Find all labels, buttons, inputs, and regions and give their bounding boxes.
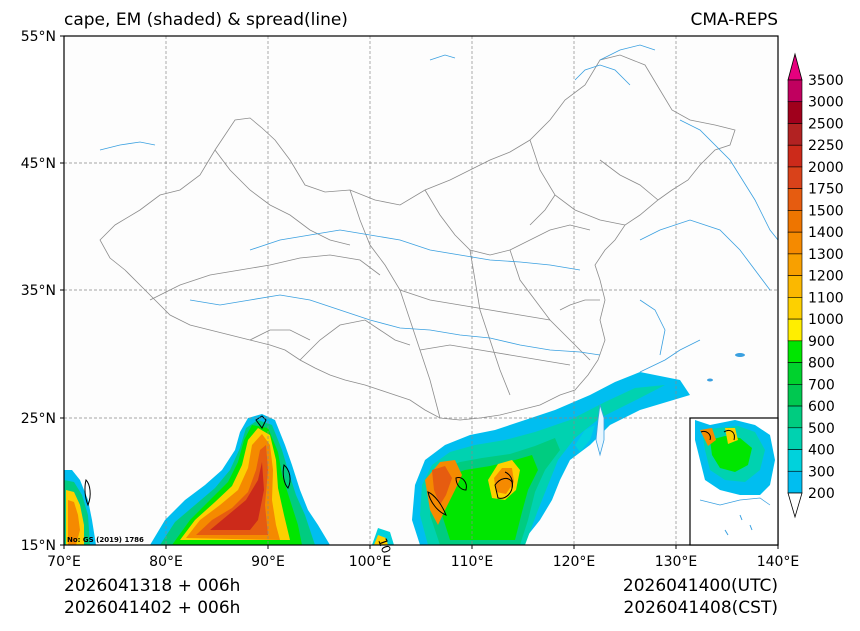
colorbar: 3500 3000 2500 2250 2000 1750 1500 1400 1300 1200… (787, 52, 844, 519)
colorbar-tick-label: 1000 (808, 312, 844, 328)
colorbar-segment (787, 384, 803, 407)
colorbar-tick-label: 2000 (808, 160, 844, 176)
init-time-cst: 2026041402 + 006h (64, 598, 241, 618)
lon-tick-label: 90°E (251, 554, 285, 570)
colorbar-tick-label: 800 (808, 356, 835, 372)
colorbar-segment (787, 188, 803, 211)
colorbar-tick-label: 1750 (808, 182, 844, 198)
colorbar-tick-label: 2250 (808, 138, 844, 154)
colorbar-segment (787, 449, 803, 472)
colorbar-segment (787, 470, 803, 494)
south-china-sea-inset (689, 417, 779, 546)
lat-tick-label: 25°N (21, 411, 56, 427)
colorbar-segment (787, 101, 803, 124)
colorbar-tick-label: 3000 (808, 95, 844, 111)
colorbar-tick-label: 3500 (808, 73, 844, 89)
lon-tick-label: 120°E (553, 554, 596, 570)
colorbar-tick-label: 2500 (808, 116, 844, 132)
colorbar-segment (787, 79, 803, 103)
cape-shade-arabian-sea (64, 470, 96, 545)
colorbar-tick-label: 1400 (808, 225, 844, 241)
colorbar-segment (787, 123, 803, 146)
lon-tick-label: 110°E (451, 554, 494, 570)
cape-shade-bay-of-bengal (150, 414, 330, 545)
lon-tick-label: 130°E (655, 554, 698, 570)
contour-label: 10 (375, 536, 393, 555)
colorbar-tick-label: 1500 (808, 203, 844, 219)
chart-title: cape, EM (shaded) & spread(line) (64, 10, 348, 30)
colorbar-tick-label: 500 (808, 421, 835, 437)
island-mark (707, 378, 713, 382)
colorbar-segment (787, 275, 803, 298)
lon-tick-label: 140°E (757, 554, 800, 570)
colorbar-tick-label: 1300 (808, 247, 844, 263)
colorbar-tick-label: 600 (808, 399, 835, 415)
lat-tick-label: 15°N (21, 538, 56, 554)
colorbar-tick-label: 1200 (808, 269, 844, 285)
lat-tick-label: 45°N (21, 156, 56, 172)
lon-tick-label: 70°E (47, 554, 81, 570)
map-background (64, 36, 778, 545)
valid-time-utc: 2026041400(UTC) (622, 576, 778, 596)
lat-tick-label: 35°N (21, 283, 56, 299)
model-name: CMA-REPS (690, 10, 778, 30)
colorbar-tick-label: 700 (808, 377, 835, 393)
island-mark (735, 353, 745, 357)
colorbar-tick-label: 1100 (808, 290, 844, 306)
colorbar-segment (787, 340, 803, 363)
colorbar-tick-label: 900 (808, 334, 835, 350)
lon-tick-label: 80°E (149, 554, 183, 570)
colorbar-segment (787, 318, 803, 342)
colorbar-segment (787, 253, 803, 276)
colorbar-segment (787, 362, 803, 385)
colorbar-segment (787, 231, 803, 255)
colorbar-bottom-arrow (787, 492, 803, 519)
lon-ticks: 70°E 80°E 90°E 100°E 110°E 120°E 130°E 1… (47, 545, 799, 570)
valid-time-cst: 2026041408(CST) (623, 598, 778, 618)
colorbar-tick-label: 200 (808, 486, 835, 502)
colorbar-segment (787, 427, 803, 450)
colorbar-segment (787, 297, 803, 320)
colorbar-segment (787, 166, 803, 189)
colorbar-segment (787, 144, 803, 168)
colorbar-segment (787, 405, 803, 429)
colorbar-segment (787, 210, 803, 233)
graticule (64, 36, 778, 545)
lat-ticks: 55°N 45°N 35°N 25°N 15°N (21, 29, 64, 554)
init-time-utc: 2026041318 + 006h (64, 576, 241, 596)
colorbar-top-arrow (787, 52, 803, 81)
china-borders (99, 54, 736, 421)
map-approval-note: No: GS (2019) 1786 (67, 536, 144, 544)
lon-tick-label: 100°E (349, 554, 392, 570)
cape-shade-south-china-sea (372, 372, 690, 545)
colorbar-tick-label: 300 (808, 464, 835, 480)
lat-tick-label: 55°N (21, 29, 56, 45)
colorbar-tick-label: 400 (808, 443, 835, 459)
rivers-coastline (99, 44, 778, 457)
